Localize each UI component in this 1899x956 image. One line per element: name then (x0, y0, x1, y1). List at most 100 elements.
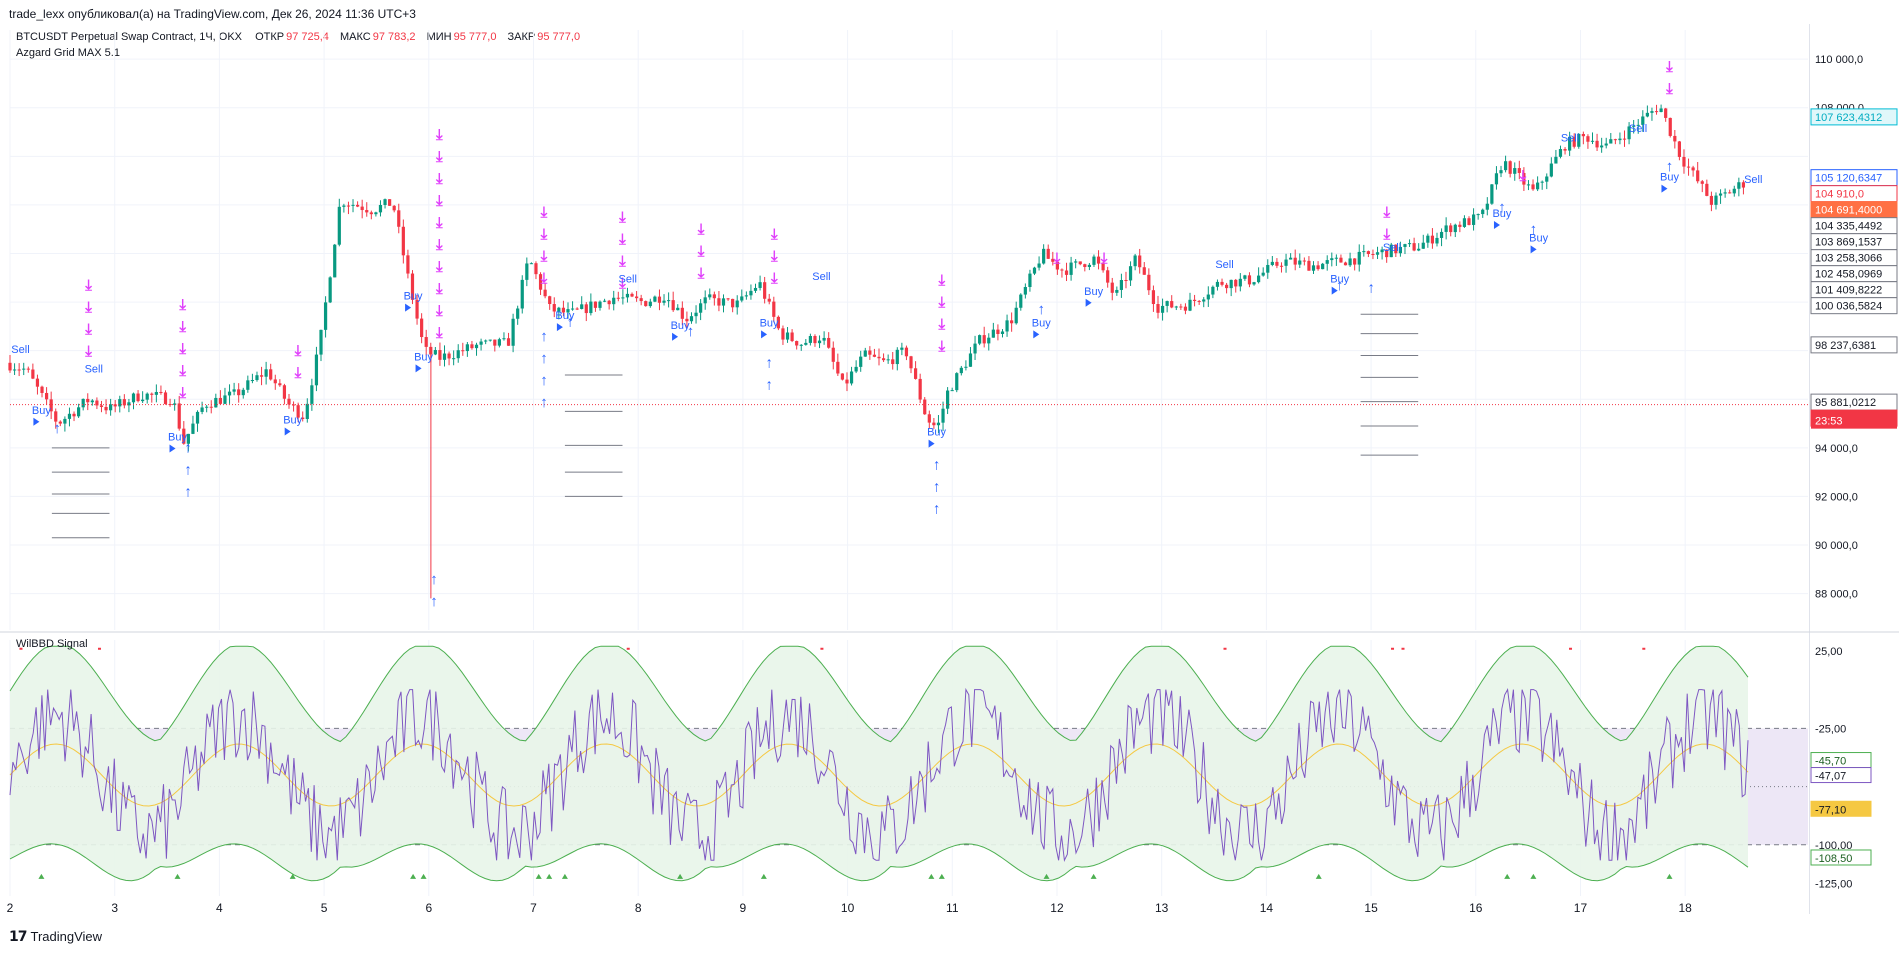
osc-buy-marker-icon (420, 873, 427, 879)
sell-arrow-icon: ⤓ (697, 221, 705, 238)
candle-body (49, 399, 53, 412)
candle-body (1275, 261, 1279, 266)
indicator-legend[interactable]: Azgard Grid MAX 5.1 (16, 47, 120, 59)
candle-body (474, 344, 479, 349)
candle-body (1385, 249, 1389, 258)
candle-body (1028, 273, 1032, 288)
candle-body (1083, 264, 1087, 267)
candle-body (1563, 149, 1567, 151)
sell-arrow-icon: ⤓ (84, 277, 92, 294)
sell-arrow-icon: ⤓ (178, 384, 186, 401)
candle-body (557, 307, 561, 312)
candle-body (1321, 263, 1325, 270)
candle-body (575, 308, 579, 310)
candle-body (1211, 286, 1215, 295)
candle-body (1554, 156, 1558, 164)
candle-body (191, 423, 195, 434)
sell-arrow-icon: ⤓ (435, 170, 443, 187)
candle-body (1060, 269, 1064, 271)
candle-body (1284, 259, 1288, 266)
buy-triangle-icon (405, 303, 412, 312)
sell-arrow-icon: ⤓ (435, 302, 443, 319)
candle-body (840, 373, 845, 380)
candle-body (1353, 258, 1357, 265)
candle-body (342, 205, 346, 207)
buy-signal-label: Buy (671, 320, 690, 332)
candle-body (438, 350, 442, 360)
candle-body (808, 336, 812, 343)
candle-body (859, 356, 863, 367)
candle-body (671, 300, 675, 311)
sell-arrow-icon: ⤓ (178, 340, 186, 357)
candle-body (1677, 141, 1681, 157)
candle-body (804, 342, 808, 345)
buy-arrow-icon: ↑ (687, 323, 695, 340)
buy-triangle-icon (761, 330, 768, 339)
candle-body (397, 210, 401, 227)
osc-buy-marker-icon (410, 873, 417, 879)
candle-body (177, 403, 181, 429)
sell-signal-label: Sell (1744, 174, 1762, 186)
buy-signal-label: Buy (1660, 172, 1679, 184)
candle-body (689, 316, 694, 322)
oscillator-legend[interactable]: WilBBD Signal (16, 638, 88, 650)
candle-body (301, 417, 305, 419)
candle-body (1682, 156, 1686, 167)
x-tick-label: 18 (1679, 901, 1693, 915)
candle-body (955, 373, 959, 391)
candle-body (333, 244, 337, 278)
buy-triangle-icon (33, 417, 40, 426)
candle-body (493, 339, 497, 346)
candle-body (1229, 279, 1233, 289)
candle-body (227, 391, 232, 396)
candle-body (927, 414, 931, 423)
candle-body (744, 295, 748, 297)
x-tick-label: 6 (425, 901, 432, 915)
y-tick-label: 110 000,0 (1815, 54, 1863, 66)
candle-body (607, 300, 611, 305)
candle-body (913, 368, 918, 379)
candle-body (644, 301, 648, 307)
band-lower (9, 843, 1749, 882)
price-axis-label: 104 910,0 (1815, 189, 1864, 201)
candle-body (538, 274, 543, 290)
candle-body (186, 433, 190, 444)
candle-body (827, 337, 831, 348)
candle-body (1042, 248, 1046, 264)
candle-body (964, 366, 968, 368)
candle-body (410, 273, 415, 300)
candle-body (1046, 248, 1050, 259)
candle-body (1517, 168, 1521, 173)
candle-body (296, 405, 300, 418)
candle-body (1197, 300, 1201, 302)
candle-body (484, 340, 488, 342)
candle-body (1558, 149, 1563, 157)
osc-value-label: -47,07 (1815, 771, 1846, 783)
candle-body (1165, 301, 1169, 306)
footer-brand[interactable]: 𝟭𝟳 TradingView (9, 928, 102, 945)
candle-body (973, 343, 977, 354)
symbol-name[interactable]: BTCUSDT Perpetual Swap Contract, 1Ч, OKX (16, 31, 242, 43)
candle-body (566, 309, 570, 313)
candle-body (232, 389, 236, 392)
candle-body (67, 413, 72, 419)
sell-arrow-icon: ⤓ (618, 209, 626, 226)
candle-body (1403, 244, 1407, 247)
close-label: ЗАКР (507, 31, 536, 43)
candle-body (1170, 301, 1174, 308)
candle-body (699, 303, 703, 313)
candle-body (1622, 138, 1627, 140)
sell-arrow-icon: ⤓ (770, 226, 778, 243)
candle-body (950, 390, 954, 392)
candle-body (346, 205, 351, 207)
candle-body (1289, 257, 1293, 260)
osc-sell-marker-icon (1569, 647, 1573, 650)
candle-body (1092, 256, 1096, 265)
price-axis-label: 104 691,4000 (1815, 205, 1882, 217)
candle-body (255, 375, 259, 381)
candle-body (273, 379, 277, 384)
candle-body (1426, 235, 1430, 243)
candle-body (790, 332, 794, 342)
sell-arrow-icon: ⤓ (435, 324, 443, 341)
